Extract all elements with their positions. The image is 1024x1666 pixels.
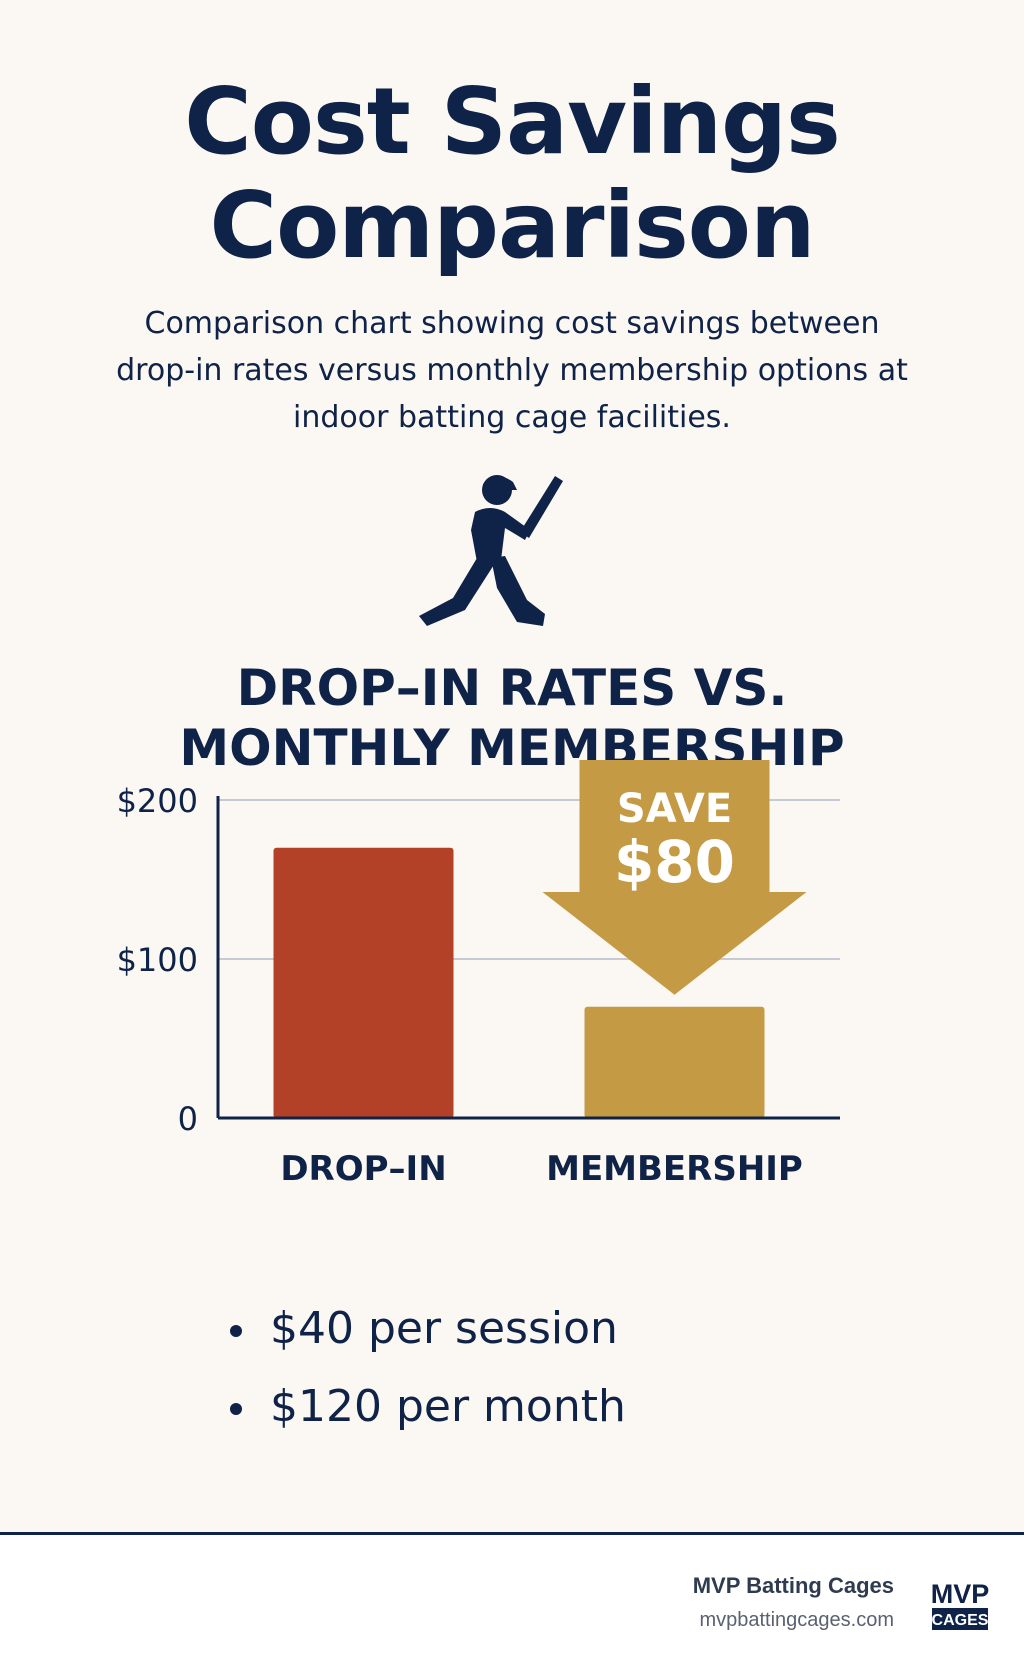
bar-membership bbox=[584, 1006, 765, 1118]
bar-drop-in bbox=[273, 847, 454, 1118]
y-tick-label: 0 bbox=[178, 1100, 198, 1138]
mvp-cages-logo: MVP CAGES bbox=[931, 1579, 990, 1630]
chart-title-line-1: DROP–IN RATES VS. bbox=[236, 659, 788, 717]
page-title: Cost Savings Comparison bbox=[0, 70, 1024, 278]
chart-title: DROP–IN RATES VS. MONTHLY MEMBERSHIP bbox=[0, 658, 1024, 778]
footer-divider bbox=[0, 1532, 1024, 1535]
footer: MVP Batting Cages mvpbattingcages.com MV… bbox=[0, 1535, 1024, 1666]
title-line-1: Cost Savings bbox=[184, 68, 840, 175]
savings-arrow bbox=[542, 760, 807, 995]
logo-line-1: MVP bbox=[931, 1579, 990, 1609]
logo-line-2: CAGES bbox=[932, 1612, 989, 1629]
savings-amount: $80 bbox=[614, 828, 735, 896]
title-line-2: Comparison bbox=[209, 172, 816, 279]
price-bullets: $40 per session $120 per month bbox=[230, 1290, 626, 1446]
bullet-drop-in-price: $40 per session bbox=[230, 1290, 626, 1368]
savings-label: SAVE bbox=[617, 786, 732, 832]
x-tick-label: MEMBERSHIP bbox=[546, 1149, 803, 1189]
y-tick-label: $100 bbox=[117, 941, 198, 979]
description: Comparison chart showing cost savings be… bbox=[116, 306, 908, 435]
chart-canvas: 0 $100 $200 DROP–IN MEMBERSHIP SAVE$80 bbox=[117, 760, 840, 1189]
x-tick-label: DROP–IN bbox=[280, 1149, 446, 1189]
baseball-batter-icon bbox=[419, 475, 563, 626]
y-tick-label: $200 bbox=[117, 782, 198, 820]
brand-name: MVP Batting Cages bbox=[692, 1573, 894, 1598]
bar-chart: 0 $100 $200 DROP–IN MEMBERSHIP SAVE $80 bbox=[100, 760, 900, 1260]
brand-url[interactable]: mvpbattingcages.com bbox=[699, 1609, 894, 1631]
chart-title-line-2: MONTHLY MEMBERSHIP bbox=[179, 719, 845, 777]
bullet-membership-price: $120 per month bbox=[230, 1368, 626, 1446]
